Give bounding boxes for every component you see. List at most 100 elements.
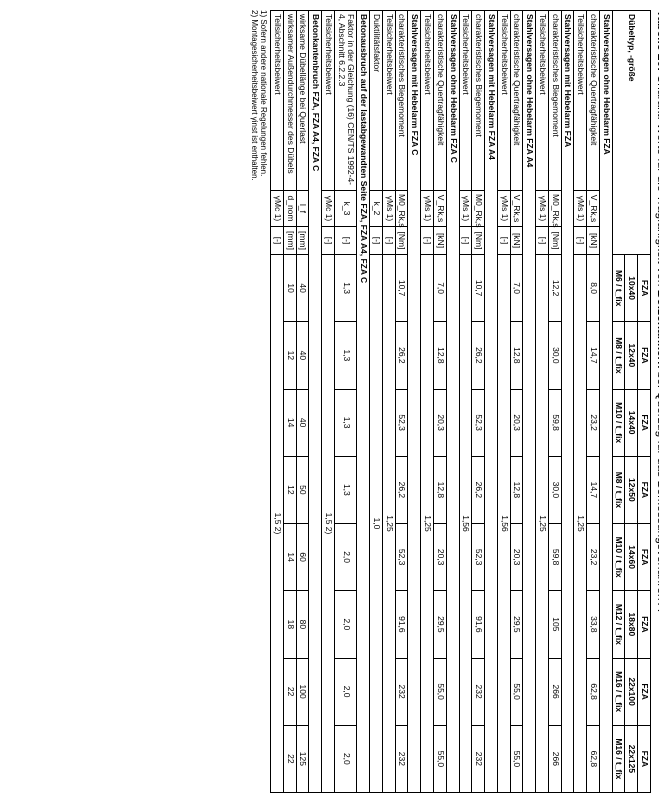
cell: 14	[283, 389, 296, 456]
row-label: Faktor in der Gleichung (16) CEN/TS 1992…	[334, 11, 357, 191]
section-b2: Stahlversagen mit Hebelarm FZA A4	[485, 11, 498, 793]
table-row: Teilsicherheitsbeiwert γMs 1) [-] 1,56	[459, 11, 472, 793]
cell: 26,2	[472, 456, 485, 523]
hdr-c0-l2: 10x40	[625, 255, 638, 322]
table-row: charakteristisches Biegemoment M0_Rk,s […	[472, 11, 485, 793]
row-unit: [-]	[322, 227, 335, 255]
row-label: charakteristische Quertragfähigkeit	[510, 11, 523, 191]
cell: 12,8	[433, 322, 446, 389]
row-label: Teilsicherheitsbeiwert	[497, 11, 510, 191]
cell: 33,8	[587, 591, 600, 658]
cell: 12,8	[433, 456, 446, 523]
row-label: Duktilitätsfaktor	[370, 11, 383, 191]
row-unit: [kN]	[587, 227, 600, 255]
cell: 12	[283, 322, 296, 389]
hdr-c4-l3: M10 / t_fix	[612, 524, 625, 591]
row-unit: [mm]	[283, 227, 296, 255]
row-sym: k_3	[334, 191, 357, 227]
cell: 10,7	[395, 255, 408, 322]
hdr-c3-l3: M8 / t_fix	[612, 456, 625, 523]
cell: 59,8	[548, 524, 561, 591]
table-row: Teilsicherheitsbeiwert γMs 1) [-] 1,25	[382, 11, 395, 793]
table-row: Teilsicherheitsbeiwert γMs 1) [-] 1,25	[421, 11, 434, 793]
cell: 232	[472, 725, 485, 792]
row-label: charakteristische Quertragfähigkeit	[433, 11, 446, 191]
row-unit: [-]	[497, 227, 510, 255]
table-row: Teilsicherheitsbeiwert γMs 1) [-] 1,25	[536, 11, 549, 793]
section-e: Betonkantenbruch FZA, FZA A4, FZA C	[309, 11, 322, 793]
row-sym: M0_Rk,s	[548, 191, 561, 227]
cell: 23,2	[587, 524, 600, 591]
cell-span: 1,5 2)	[271, 255, 284, 793]
table-title: Tabelle 20: Charakt. Werte für die Tragf…	[655, 10, 659, 793]
row-label: Teilsicherheitsbeiwert	[574, 11, 587, 191]
cell-span: 1,56	[497, 255, 510, 793]
hdr-c3-l1: FZA	[638, 456, 651, 523]
hdr-c1-l1: FZA	[638, 322, 651, 389]
cell: 23,2	[587, 389, 600, 456]
row-sym: l_f	[296, 191, 309, 227]
hdr-c4-l1: FZA	[638, 524, 651, 591]
footnotes: 1) Sofern andere nationale Regelungen fe…	[250, 10, 268, 793]
cell-span: 1,5 2)	[322, 255, 335, 793]
hdr-c5-l3: M12 / t_fix	[612, 591, 625, 658]
cell: 22	[283, 725, 296, 792]
cell: 91,6	[472, 591, 485, 658]
table-row: wirksamer Außendurchmesser des Dübels d_…	[283, 11, 296, 793]
cell: 2,0	[334, 725, 357, 792]
row-sym: V_Rk,s	[433, 191, 446, 227]
row-unit: [-]	[536, 227, 549, 255]
cell: 20,3	[510, 389, 523, 456]
row-sym: γMs 1)	[382, 191, 395, 227]
header-label: Dübeltyp, -größe	[612, 11, 650, 255]
cell: 80	[296, 591, 309, 658]
cell: 26,2	[395, 456, 408, 523]
cell: 29,5	[433, 591, 446, 658]
cell: 1,3	[334, 456, 357, 523]
table-row: Teilsicherheitsbeiwert γMs 1) [-] 1,25	[574, 11, 587, 793]
cell: 52,3	[472, 389, 485, 456]
hdr-c2-l2: 14x40	[625, 389, 638, 456]
hdr-c6-l1: FZA	[638, 658, 651, 725]
table-row: charakteristische Quertragfähigkeit V_Rk…	[587, 11, 600, 793]
hdr-c0-l1: FZA	[638, 255, 651, 322]
row-unit: [kN]	[433, 227, 446, 255]
cell: 30,0	[548, 322, 561, 389]
row-label: Teilsicherheitsbeiwert	[322, 11, 335, 191]
table-row: Faktor in der Gleichung (16) CEN/TS 1992…	[334, 11, 357, 793]
cell: 10	[283, 255, 296, 322]
cell: 14,7	[587, 322, 600, 389]
row-label: Teilsicherheitsbeiwert	[536, 11, 549, 191]
row-sym: γMc 1)	[271, 191, 284, 227]
cell: 22	[283, 658, 296, 725]
cell-span: 1,25	[382, 255, 395, 793]
cell: 14	[283, 524, 296, 591]
row-sym: M0_Rk,s	[472, 191, 485, 227]
cell: 2,0	[334, 524, 357, 591]
cell: 1,3	[334, 322, 357, 389]
row-label: charakteristische Quertragfähigkeit	[587, 11, 600, 191]
table-row: Teilsicherheitsbeiwert γMc 1) [-] 1,5 2)	[271, 11, 284, 793]
cell: 12,8	[510, 456, 523, 523]
row-unit: [-]	[459, 227, 472, 255]
row-unit: [-]	[421, 227, 434, 255]
cell: 55,0	[433, 725, 446, 792]
cell-span: 1,25	[574, 255, 587, 793]
row-label: Teilsicherheitsbeiwert	[382, 11, 395, 191]
title-emph: Bolzenankern	[655, 290, 659, 369]
cell: 266	[548, 725, 561, 792]
row-unit: [mm]	[296, 227, 309, 255]
hdr-c0-l3: M6 / t_fix	[612, 255, 625, 322]
cell: 12	[283, 456, 296, 523]
row-sym: γMs 1)	[536, 191, 549, 227]
cell: 52,3	[395, 524, 408, 591]
cell-span: 1,56	[459, 255, 472, 793]
section-a1: Stahlversagen ohne Hebelarm FZA	[599, 11, 612, 793]
row-unit: [Nm]	[472, 227, 485, 255]
hdr-c1-l3: M8 / t_fix	[612, 322, 625, 389]
row-label: charakteristisches Biegemoment	[472, 11, 485, 191]
row-sym: V_Rk,s	[587, 191, 600, 227]
cell: 26,2	[472, 322, 485, 389]
cell: 20,3	[433, 524, 446, 591]
row-unit: [-]	[370, 227, 383, 255]
